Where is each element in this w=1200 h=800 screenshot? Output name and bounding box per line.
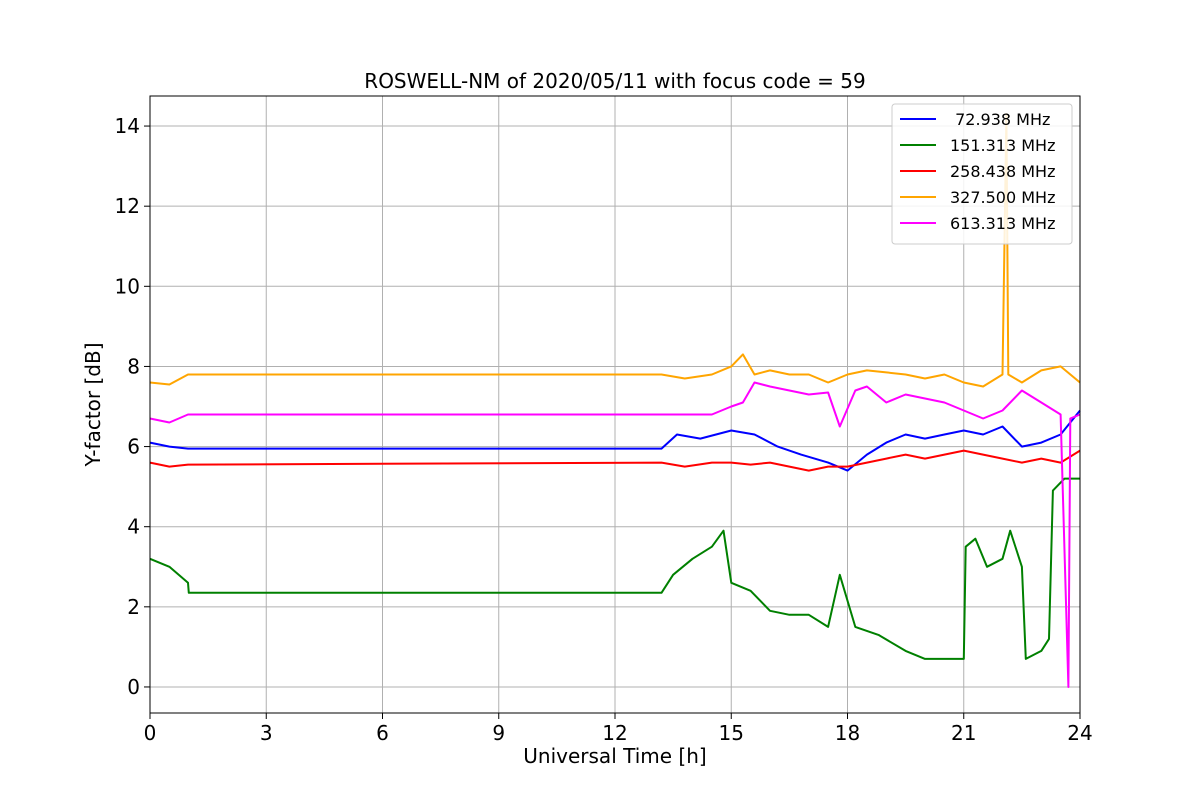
x-tick-label: 24 — [1067, 721, 1092, 745]
legend-label: 72.938 MHz — [950, 110, 1050, 129]
x-tick-label: 15 — [719, 721, 744, 745]
series-line-2 — [149, 477, 1080, 660]
x-tick-label: 3 — [260, 721, 273, 745]
series-layer — [149, 113, 1081, 688]
y-tick-label: 6 — [127, 435, 140, 459]
x-tick-label: 6 — [376, 721, 389, 745]
x-tick-label: 9 — [492, 721, 505, 745]
legend-label: 613.313 MHz — [950, 214, 1055, 233]
series-line-1 — [149, 409, 1081, 472]
y-tick-label: 0 — [127, 675, 140, 699]
legend-label: 327.500 MHz — [950, 188, 1055, 207]
x-tick-label: 0 — [144, 721, 157, 745]
chart-title: ROSWELL-NM of 2020/05/11 with focus code… — [364, 69, 865, 93]
x-tick-label: 21 — [951, 721, 976, 745]
series-line-3 — [149, 449, 1081, 472]
x-axis-label: Universal Time [h] — [523, 744, 706, 768]
y-tick-label: 2 — [127, 595, 140, 619]
x-tick-label: 18 — [835, 721, 860, 745]
y-tick-label: 14 — [115, 114, 140, 138]
legend-box — [891, 103, 1073, 245]
y-axis-label: Y-factor [dB] — [81, 342, 105, 467]
series-line-5 — [149, 381, 1081, 688]
y-tick-label: 4 — [127, 515, 140, 539]
x-tick-label: 12 — [602, 721, 627, 745]
y-tick-label: 12 — [115, 194, 140, 218]
legend: 72.938 MHz 151.313 MHz 258.438 MHz 327.500 … — [891, 103, 1073, 245]
legend-label: 151.313 MHz — [950, 136, 1055, 155]
y-tick-label: 8 — [127, 354, 140, 378]
y-tick-label: 10 — [115, 274, 140, 298]
legend-label: 258.438 MHz — [950, 162, 1055, 181]
